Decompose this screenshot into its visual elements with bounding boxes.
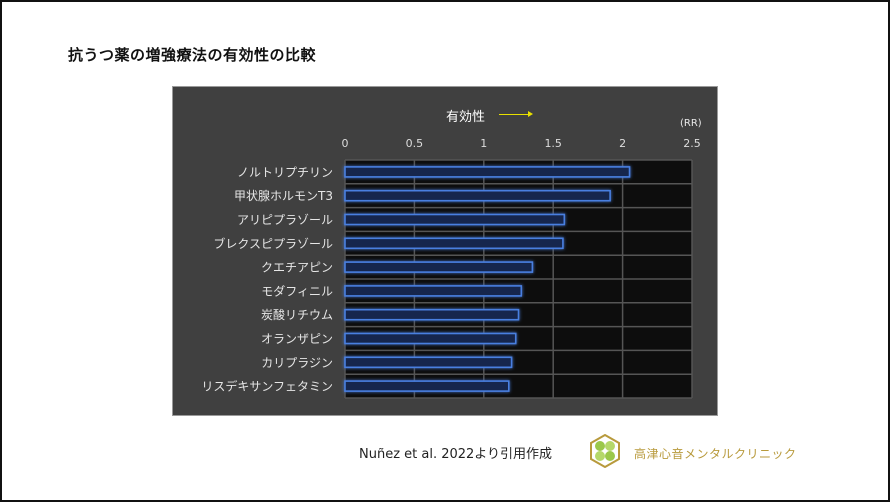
category-label: ブレクスピプラゾール	[213, 236, 333, 251]
bar	[344, 189, 611, 202]
category-label: 炭酸リチウム	[261, 307, 333, 322]
category-label: モダフィニル	[261, 283, 333, 298]
arrow-right-icon	[499, 111, 533, 117]
category-label: オランザピン	[261, 332, 333, 346]
bar	[344, 237, 564, 250]
bar	[344, 166, 631, 178]
category-label: ノルトリプチリン	[237, 165, 333, 179]
x-tick-label: 0.5	[406, 137, 424, 150]
bar	[344, 285, 523, 297]
bar	[344, 356, 513, 369]
x-tick-label: 1.5	[544, 137, 562, 150]
x-tick-label: 1	[480, 137, 487, 150]
bar	[344, 380, 510, 392]
unit-label: (RR)	[680, 118, 702, 129]
x-tick-label: 2	[619, 137, 626, 150]
category-label: クエチアピン	[261, 261, 333, 275]
x-tick-label: 0	[342, 137, 349, 150]
category-label: アリピプラゾール	[237, 213, 333, 227]
chart-title: 有効性	[446, 110, 486, 125]
category-label: リスデキサンフェタミン	[201, 379, 333, 394]
bar	[344, 332, 517, 345]
x-tick-label: 2.5	[683, 137, 701, 150]
clinic-name: 高津心音メンタルクリニック	[634, 447, 797, 461]
category-label: 甲状腺ホルモンT3	[234, 189, 333, 203]
category-label: カリプラジン	[261, 356, 333, 370]
bar	[344, 308, 520, 321]
bar	[344, 261, 534, 273]
slide-title: 抗うつ薬の増強療法の有効性の比較	[68, 46, 317, 64]
citation: Nuñez et al. 2022より引用作成	[359, 447, 553, 462]
clover-hexagon-logo-icon	[590, 434, 620, 468]
bar	[344, 213, 566, 226]
